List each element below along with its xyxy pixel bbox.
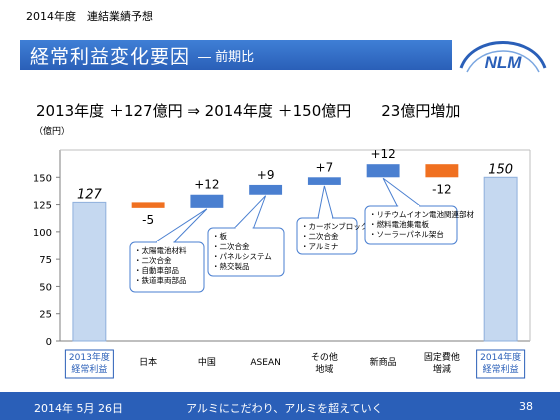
x-tick-label: 2013年度 (69, 351, 110, 363)
callout-pointer (234, 195, 267, 229)
logo-text: NLM (485, 53, 523, 72)
category-box (476, 349, 526, 379)
callout-text: ・二次合金 (301, 231, 339, 241)
bar-decrease (425, 164, 459, 178)
x-tick-label: その他 (311, 351, 338, 363)
y-tick-label: 25 (39, 310, 52, 321)
x-tick-label: 経常利益 (71, 363, 107, 375)
x-tick-label: 新商品 (370, 356, 397, 368)
callout-text: ・パネルシステム (212, 252, 272, 261)
y-tick-label: 75 (39, 255, 52, 266)
category-box (64, 349, 114, 379)
y-tick-label: 150 (33, 173, 52, 184)
page-number: 38 (519, 400, 533, 413)
data-label: +9 (257, 168, 275, 182)
callout-text: ・熱交製品 (212, 261, 250, 271)
data-label: 127 (77, 187, 103, 202)
callout-text: ・アルミナ (301, 242, 338, 251)
headline-summary: 2013年度 ＋127億円 ⇒ 2014年度 ＋150億円 23億円増加 (36, 102, 461, 120)
y-tick-label: 125 (33, 201, 52, 212)
callout-text: ・二次合金 (134, 255, 172, 265)
callout-text: ・ソーラーパネル架台 (369, 229, 444, 239)
callout-text: ・カーボンブロック (301, 221, 368, 231)
data-label: +12 (370, 147, 395, 161)
bar-increase (249, 184, 283, 195)
x-tick-label: 日本 (139, 356, 157, 368)
x-tick-label: 地域 (315, 363, 333, 375)
x-tick-label: 中国 (198, 356, 216, 368)
company-logo: NLM (459, 41, 547, 73)
callout-pointer (317, 185, 334, 219)
callout-text: ・リチウムイオン電池関連部材 (369, 209, 474, 219)
data-label: +7 (316, 160, 334, 174)
y-tick-label: 50 (39, 282, 52, 293)
y-tick-label: 100 (33, 228, 52, 239)
y-tick-label: 0 (46, 337, 52, 348)
footer-slogan: アルミにこだわり、アルミを超えていく (186, 402, 383, 415)
x-tick-label: 増減 (433, 363, 451, 375)
slide-top-label: 2014年度 連結業績予想 (26, 10, 153, 23)
slide-title: 経常利益変化要因 (30, 45, 191, 68)
x-tick-label: 経常利益 (483, 363, 519, 375)
footer-bar: 2014年 5月 26日 アルミにこだわり、アルミを超えていく 38 (0, 392, 560, 420)
slide-subtitle: ― 前期比 (198, 49, 255, 65)
x-tick-label: ASEAN (250, 358, 280, 368)
data-label: +12 (194, 178, 219, 192)
callout-text: ・鉄道車両部品 (134, 275, 187, 285)
data-label: -5 (142, 213, 154, 227)
title-bar: 経常利益変化要因 ― 前期比 (20, 40, 452, 70)
bar-increase (366, 164, 400, 178)
callout-text: ・自動車部品 (134, 265, 179, 275)
bar-increase (307, 177, 341, 185)
bar-decrease (131, 202, 165, 208)
callout-pointer (382, 177, 421, 207)
y-axis-unit: （億円） (34, 127, 71, 137)
bar-total (483, 176, 518, 342)
callout-text: ・板 (212, 231, 227, 241)
callout-text: ・太陽電池材料 (134, 245, 187, 255)
data-label: 150 (488, 162, 513, 177)
callout-pointer (155, 208, 208, 243)
data-label: -12 (432, 182, 452, 196)
callout-text: ・二次合金 (212, 241, 250, 251)
x-tick-label: 固定費他 (424, 351, 460, 363)
footer-date: 2014年 5月 26日 (34, 402, 123, 415)
bar-total (72, 201, 107, 342)
callout-text: ・燃料電池集電板 (369, 219, 429, 229)
x-tick-label: 2014年度 (480, 351, 521, 363)
bar-increase (190, 194, 224, 208)
